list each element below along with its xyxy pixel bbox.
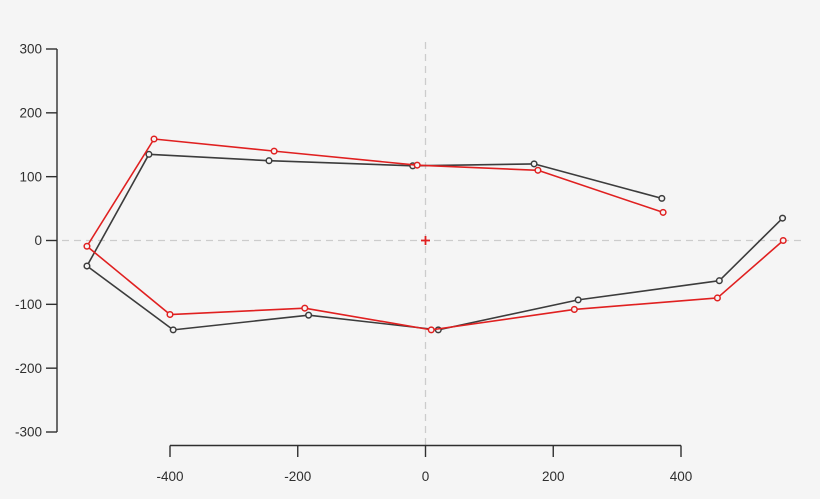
data-point-marker-black-contour	[574, 296, 582, 304]
data-point-marker-red-contour	[570, 305, 578, 313]
y-axis-tick-label: 100	[19, 169, 42, 184]
y-axis-tick-label: 300	[19, 42, 42, 57]
data-point-marker-red-contour	[427, 326, 435, 334]
y-axis-tick-label: 200	[19, 106, 42, 121]
y-axis-tick-label: 0	[34, 233, 42, 248]
data-point-marker-red-contour	[779, 236, 787, 245]
data-point-marker-black-contour	[658, 194, 666, 202]
data-point-marker-black-contour	[265, 157, 273, 165]
x-axis-tick-label: -200	[284, 469, 311, 484]
data-point-marker-red-contour	[413, 161, 421, 169]
data-point-marker-black-contour	[169, 326, 177, 334]
data-point-marker-red-contour	[713, 294, 721, 302]
x-axis-tick-label: 0	[422, 469, 430, 484]
x-axis-tick-label: 400	[670, 469, 693, 484]
data-point-marker-red-contour	[83, 242, 91, 250]
data-point-marker-black-contour	[145, 150, 153, 158]
origin-plus-icon	[421, 236, 430, 245]
data-point-marker-red-contour	[534, 166, 542, 174]
y-axis-tick-label: -300	[15, 425, 42, 440]
data-point-marker-red-contour	[659, 208, 667, 216]
data-point-marker-black-contour	[715, 277, 723, 285]
data-point-marker-black-contour	[83, 262, 91, 270]
data-point-marker-black-contour	[779, 214, 787, 222]
y-axis-tick-label: -200	[15, 361, 42, 376]
x-axis-tick-label: -400	[156, 469, 183, 484]
data-point-marker-red-contour	[270, 147, 278, 155]
x-axis-tick-label: 200	[542, 469, 565, 484]
data-point-marker-red-contour	[150, 135, 158, 143]
data-point-marker-red-contour	[166, 310, 174, 319]
series-line-red-contour	[86, 138, 784, 331]
data-point-marker-black-contour	[305, 311, 313, 319]
y-axis-tick-label: -100	[15, 297, 42, 312]
data-point-marker-black-contour	[530, 160, 538, 168]
data-point-marker-red-contour	[301, 304, 309, 312]
